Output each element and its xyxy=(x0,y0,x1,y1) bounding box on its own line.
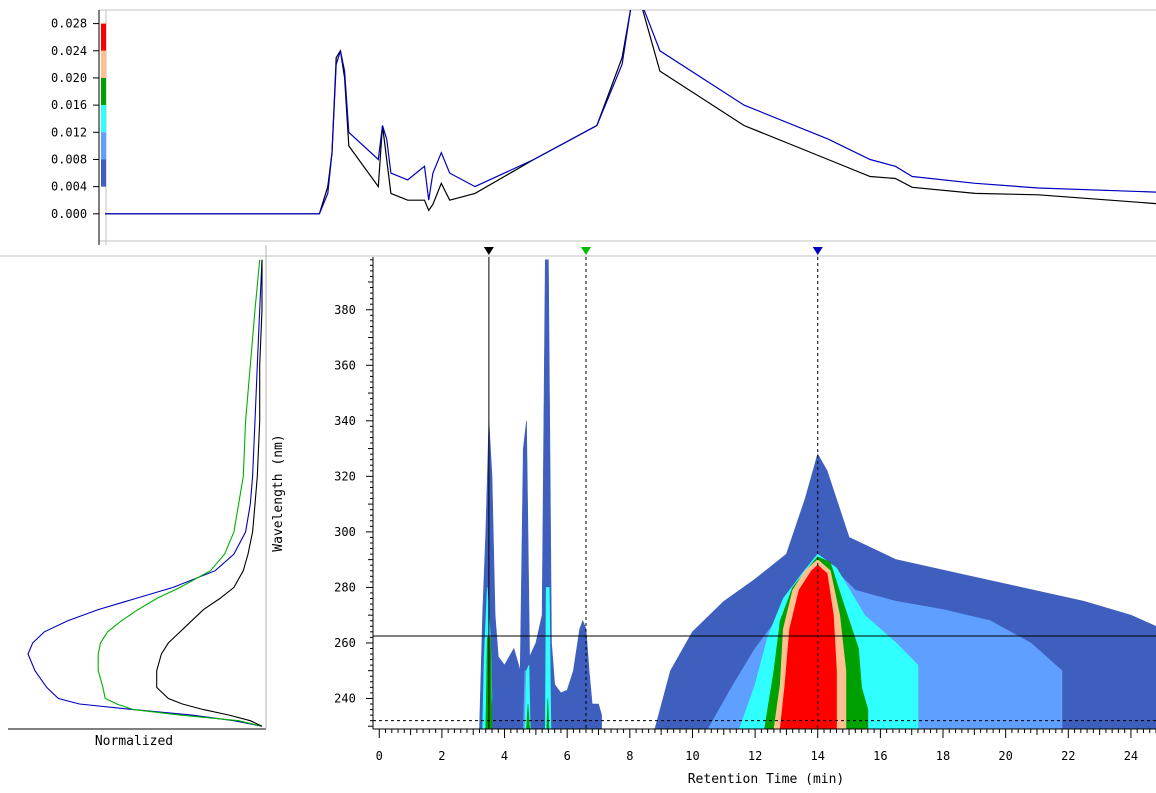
contour-x-tick-label: 2 xyxy=(438,749,445,763)
contour-x-tick-label: 4 xyxy=(501,749,508,763)
chromatogram-y-tick-label: 0.012 xyxy=(51,125,87,139)
contour-y-ticks: 240 260 280 300 320 340 360 380 xyxy=(334,260,373,726)
contour-x-tick-label: 0 xyxy=(376,749,383,763)
contour-x-tick-label: 14 xyxy=(811,749,825,763)
contour-y-tick-label: 280 xyxy=(334,580,356,594)
time-marker-triangle xyxy=(581,247,591,255)
contour-x-tick-label: 18 xyxy=(936,749,950,763)
chromatogram-y-tick-label: 0.028 xyxy=(51,17,87,31)
color-scale-segment xyxy=(101,159,106,186)
contour-y-tick-label: 300 xyxy=(334,525,356,539)
chromatogram-y-ticks: 0.028 0.024 0.020 0.016 0.012 0.008 0.004 0.000 xyxy=(51,17,99,221)
time-marker-triangle xyxy=(484,247,494,255)
color-scale-segment xyxy=(101,51,106,78)
spectrum-series xyxy=(28,260,262,726)
contour-y-tick-label: 260 xyxy=(334,636,356,650)
color-scale-segment xyxy=(101,78,106,105)
contour-x-tick-label: 22 xyxy=(1061,749,1075,763)
chromatogram-panel: 0.028 0.024 0.020 0.016 0.012 0.008 0.004 0.000 xyxy=(51,0,1156,245)
chromatogram-y-tick-label: 0.024 xyxy=(51,44,87,58)
contour-y-tick-label: 380 xyxy=(334,303,356,317)
chromatogram-line xyxy=(105,0,1156,214)
color-scale-bar xyxy=(101,24,106,187)
color-scale-segment xyxy=(101,132,106,159)
contour-y-tick-label: 240 xyxy=(334,691,356,705)
time-marker-triangle xyxy=(813,247,823,255)
contour-y-label: Wavelength (nm) xyxy=(271,434,286,551)
spectrum-x-label: Normalized xyxy=(95,734,173,749)
chromatogram-y-tick-label: 0.016 xyxy=(51,98,87,112)
chromatogram-y-tick-label: 0.020 xyxy=(51,71,87,85)
contour-x-tick-label: 8 xyxy=(626,749,633,763)
contour-x-tick-label: 24 xyxy=(1124,749,1138,763)
contour-x-tick-label: 6 xyxy=(564,749,571,763)
contour-x-tick-label: 16 xyxy=(873,749,887,763)
spectrum-line xyxy=(157,260,262,726)
contour-x-tick-label: 20 xyxy=(998,749,1012,763)
contour-markers xyxy=(484,247,823,255)
spectrum-line xyxy=(28,260,262,726)
chromatogram-series xyxy=(105,0,1156,214)
spectrum-panel: Normalized xyxy=(8,245,266,749)
contour-y-tick-label: 340 xyxy=(334,414,356,428)
chromatogram-y-tick-label: 0.000 xyxy=(51,207,87,221)
chromatogram-line xyxy=(105,0,1156,214)
color-scale-segment xyxy=(101,105,106,132)
contour-y-tick-label: 320 xyxy=(334,469,356,483)
chromatogram-y-tick-label: 0.008 xyxy=(51,152,87,166)
contour-y-tick-label: 360 xyxy=(334,358,356,372)
chromatogram-y-tick-label: 0.004 xyxy=(51,180,87,194)
color-scale-segment xyxy=(101,24,106,51)
contour-x-tick-label: 10 xyxy=(685,749,699,763)
contour-region xyxy=(480,260,602,729)
contour-x-label: Retention Time (min) xyxy=(688,772,845,787)
spectrum-line xyxy=(98,260,262,726)
contour-x-tick-label: 12 xyxy=(748,749,762,763)
